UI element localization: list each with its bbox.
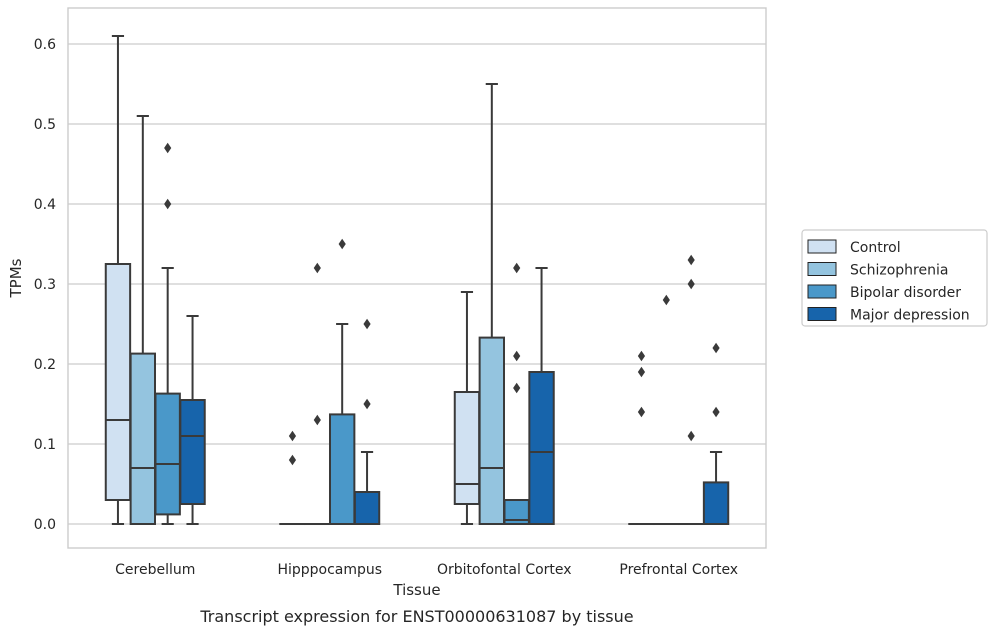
y-axis-ticks: 0.0 0.1 0.2 0.3 0.4 0.5 0.6 [34, 37, 56, 533]
outlier-point [637, 406, 646, 418]
outlier-point [288, 454, 297, 466]
x-tick-label: Prefrontal Cortex [619, 562, 738, 578]
outlier-point [712, 406, 720, 418]
y-axis-label: TPMs [7, 258, 25, 298]
y-tick-label: 0.0 [34, 517, 56, 533]
box-4-1 [179, 315, 206, 525]
y-tick-label: 0.4 [34, 197, 56, 213]
x-tick-label: Cerebellum [115, 562, 195, 578]
legend-item: Major depression [807, 307, 970, 324]
box-1-4 [628, 350, 655, 526]
box-iqr [104, 263, 132, 501]
outlier-point [363, 318, 371, 330]
legend-label: Bipolar disorder [850, 285, 961, 301]
box-4-2 [353, 318, 381, 525]
outlier-point [288, 430, 297, 442]
box-3-3 [503, 262, 530, 525]
box-1-1 [104, 35, 132, 525]
box-iqr [154, 392, 181, 516]
x-tick-label: Hipppocampus [277, 562, 382, 578]
boxes-layer [104, 35, 730, 526]
box-3-2 [328, 238, 356, 525]
outlier-point [687, 430, 695, 442]
box-3-1 [154, 142, 181, 525]
outlier-point [363, 398, 371, 410]
outlier-point [338, 238, 346, 250]
chart-caption: Transcript expression for ENST0000063108… [199, 607, 633, 626]
y-tick-label: 0.1 [34, 437, 56, 453]
box-iqr [353, 491, 381, 525]
box-iqr [702, 481, 730, 525]
box-1-3 [453, 291, 481, 525]
outlier-point [313, 262, 321, 274]
legend-item: Bipolar disorder [807, 284, 961, 301]
outlier-point [164, 198, 172, 210]
outlier-point [313, 414, 321, 426]
box-3-4 [677, 254, 705, 526]
legend-swatch [807, 262, 837, 276]
box-iqr [528, 371, 555, 525]
legend-swatch [807, 307, 837, 321]
box-2-1 [129, 115, 157, 525]
legend-label: Major depression [850, 308, 970, 324]
box-4-3 [528, 267, 555, 525]
y-tick-label: 0.6 [34, 37, 56, 53]
legend-swatch [807, 239, 837, 254]
box-iqr [453, 391, 481, 505]
y-tick-label: 0.3 [34, 277, 56, 293]
outlier-point [637, 350, 646, 362]
box-iqr [179, 399, 206, 505]
box-4-4 [702, 342, 730, 525]
legend: Control Schizophrenia Bipolar disorder Majo… [801, 229, 988, 327]
box-iqr [478, 336, 506, 525]
x-axis-ticks: Cerebellum Hipppocampus Orbitofontal Corte… [115, 562, 738, 578]
box-2-3 [478, 83, 506, 525]
x-tick-label: Orbitofontal Cortex [437, 562, 572, 578]
y-tick-label: 0.5 [34, 117, 56, 133]
outlier-point [687, 278, 695, 290]
legend-item: Schizophrenia [807, 262, 948, 279]
box-2-2 [304, 262, 331, 526]
x-axis-label: Tissue [392, 581, 440, 599]
box-iqr [129, 352, 157, 525]
legend-frame [801, 229, 988, 327]
legend-item: Control [807, 239, 901, 256]
plot-frame [67, 7, 767, 549]
y-tick-label: 0.2 [34, 357, 56, 373]
legend-label: Schizophrenia [850, 263, 948, 279]
box-1-2 [279, 430, 306, 526]
outlier-point [637, 366, 646, 378]
box-iqr [328, 413, 356, 525]
outlier-point [662, 294, 670, 306]
legend-items: Control Schizophrenia Bipolar disorder Majo… [807, 239, 970, 324]
outlier-point [687, 254, 695, 266]
legend-label: Control [850, 240, 901, 256]
outlier-point [513, 350, 521, 362]
legend-swatch [807, 284, 837, 299]
box-2-4 [653, 294, 680, 526]
outlier-point [513, 262, 521, 274]
outlier-point [164, 142, 172, 154]
outlier-point [712, 342, 720, 354]
outlier-point [513, 382, 521, 394]
